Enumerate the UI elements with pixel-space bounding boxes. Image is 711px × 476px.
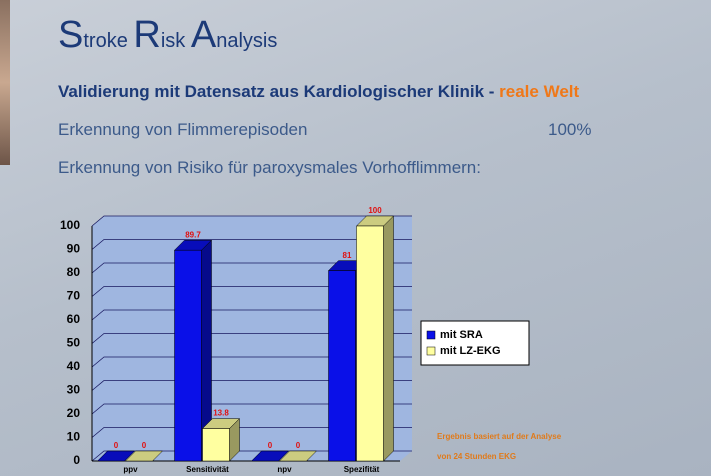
bar	[329, 271, 356, 461]
legend-box	[421, 321, 529, 365]
chart: Ergebnis basiert auf der Analyse von 24 …	[0, 0, 711, 476]
y-tick-label: 70	[67, 289, 81, 303]
y-tick-label: 40	[67, 359, 81, 373]
data-label: 0	[268, 441, 273, 450]
slide: Stroke Risk Analysis Validierung mit Dat…	[0, 0, 711, 476]
bar	[357, 226, 384, 461]
legend-label: mit LZ-EKG	[440, 345, 501, 357]
legend-label: mit SRA	[440, 329, 483, 341]
legend-swatch	[427, 331, 435, 339]
y-tick-label: 20	[67, 406, 81, 420]
y-tick-label: 30	[67, 383, 81, 397]
note: von 24 Stunden EKG	[437, 452, 516, 461]
x-tick-label: npv	[277, 465, 292, 474]
x-tick-label: ppv	[123, 465, 138, 474]
data-label: 0	[296, 441, 301, 450]
data-label: 100	[368, 206, 382, 215]
y-tick-label: 60	[67, 312, 81, 326]
data-label: 0	[114, 441, 119, 450]
y-tick-label: 0	[73, 453, 80, 467]
y-tick-label: 80	[67, 265, 81, 279]
data-label: 89.7	[185, 230, 201, 239]
y-tick-label: 90	[67, 242, 81, 256]
bar	[203, 429, 230, 461]
bar-side	[384, 216, 394, 461]
bar	[175, 250, 202, 461]
x-tick-label: Spezifität	[344, 465, 380, 474]
data-label: 81	[343, 251, 352, 260]
data-label: 13.8	[213, 409, 229, 418]
data-label: 0	[142, 441, 147, 450]
x-tick-label: Sensitivität	[186, 465, 229, 474]
y-tick-label: 50	[67, 336, 81, 350]
note: Ergebnis basiert auf der Analyse	[437, 432, 562, 441]
y-tick-label: 10	[67, 430, 81, 444]
y-tick-label: 100	[60, 218, 80, 232]
legend-swatch	[427, 347, 435, 355]
